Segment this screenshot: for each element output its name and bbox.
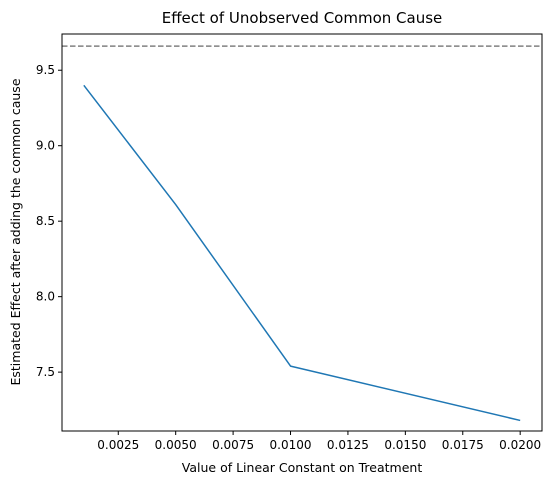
y-tick-label: 7.5 — [36, 365, 55, 379]
y-axis-title: Estimated Effect after adding the common… — [8, 78, 23, 385]
x-tick-label: 0.0050 — [155, 438, 197, 452]
plot-area: 0.0025 0.0050 0.0075 0.0100 0.0125 0.0150 0.01… — [36, 45, 542, 452]
x-tick-label: 0.0125 — [327, 438, 369, 452]
x-tick-label: 0.0075 — [212, 438, 254, 452]
x-tick-label: 0.0025 — [97, 438, 139, 452]
x-axis-title: Value of Linear Constant on Treatment — [182, 460, 423, 475]
plot-frame — [61, 33, 543, 432]
x-tick-label: 0.0100 — [270, 438, 312, 452]
x-tick-label: 0.0150 — [384, 438, 426, 452]
x-tick-label: 0.0175 — [442, 438, 484, 452]
y-tick-label: 9.0 — [36, 139, 55, 153]
series-line-0 — [83, 84, 521, 422]
y-tick-label: 8.0 — [36, 290, 55, 304]
y-tick-label: 9.5 — [36, 63, 55, 77]
y-tick-label: 8.5 — [36, 214, 55, 228]
x-tick-label: 0.0200 — [499, 438, 541, 452]
chart-title: Effect of Unobserved Common Cause — [162, 9, 443, 27]
